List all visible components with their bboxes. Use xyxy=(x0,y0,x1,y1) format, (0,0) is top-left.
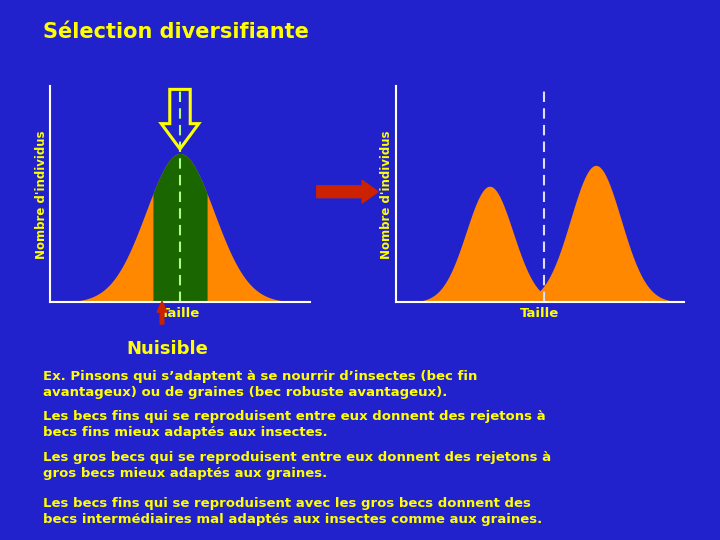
Y-axis label: Nombre d'individus: Nombre d'individus xyxy=(35,130,48,259)
Text: Nuisible: Nuisible xyxy=(126,340,208,357)
Text: Les gros becs qui se reproduisent entre eux donnent des rejetons à
gros becs mie: Les gros becs qui se reproduisent entre … xyxy=(43,451,552,480)
Text: Ex. Pinsons qui s’adaptent à se nourrir d’insectes (bec fin
avantageux) ou de gr: Ex. Pinsons qui s’adaptent à se nourrir … xyxy=(43,370,477,399)
Text: Les becs fins qui se reproduisent entre eux donnent des rejetons à
becs fins mie: Les becs fins qui se reproduisent entre … xyxy=(43,410,546,440)
X-axis label: Taille: Taille xyxy=(521,307,559,320)
Text: Les becs fins qui se reproduisent avec les gros becs donnent des
becs intermédia: Les becs fins qui se reproduisent avec l… xyxy=(43,497,542,526)
X-axis label: Taille: Taille xyxy=(161,307,199,320)
Text: Sélection diversifiante: Sélection diversifiante xyxy=(43,22,309,42)
Y-axis label: Nombre d'individus: Nombre d'individus xyxy=(380,130,393,259)
